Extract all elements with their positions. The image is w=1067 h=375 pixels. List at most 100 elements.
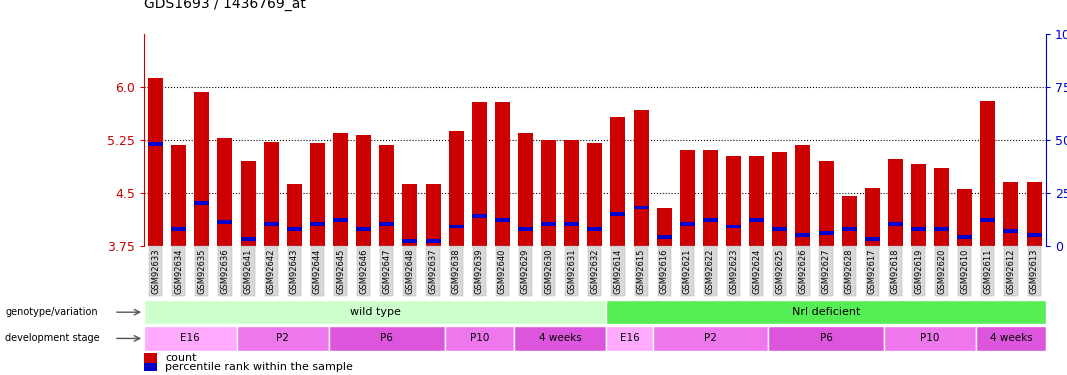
Text: GSM92643: GSM92643	[290, 248, 299, 294]
Text: GSM92628: GSM92628	[845, 248, 854, 294]
Bar	[934, 168, 950, 246]
Text: GSM92642: GSM92642	[267, 248, 275, 294]
Bar	[981, 218, 996, 222]
Text: GSM92639: GSM92639	[475, 248, 483, 294]
Text: GSM92625: GSM92625	[776, 248, 784, 294]
Text: GSM92644: GSM92644	[313, 248, 322, 294]
Text: GSM92611: GSM92611	[984, 248, 992, 294]
FancyBboxPatch shape	[606, 326, 653, 351]
Text: genotype/variation: genotype/variation	[5, 307, 98, 317]
Bar	[957, 189, 972, 246]
Text: P2: P2	[276, 333, 289, 344]
Bar	[888, 159, 903, 246]
Bar	[287, 184, 302, 246]
Text: GSM92640: GSM92640	[498, 248, 507, 294]
Bar	[749, 218, 764, 222]
Text: P2: P2	[704, 333, 717, 344]
Text: P6: P6	[380, 333, 394, 344]
Text: wild type: wild type	[350, 307, 401, 317]
Bar	[610, 117, 625, 246]
Bar	[656, 235, 672, 239]
Text: GSM92621: GSM92621	[683, 248, 691, 294]
Bar	[1026, 182, 1041, 246]
Bar	[171, 227, 187, 231]
Text: P6: P6	[819, 333, 832, 344]
Bar	[240, 161, 256, 246]
FancyBboxPatch shape	[144, 300, 606, 324]
Bar	[795, 233, 811, 237]
Text: GSM92633: GSM92633	[152, 248, 160, 294]
Bar	[426, 240, 441, 243]
Bar	[148, 142, 163, 146]
Text: percentile rank within the sample: percentile rank within the sample	[165, 363, 353, 372]
Bar	[634, 206, 649, 209]
Bar	[148, 78, 163, 246]
Text: development stage: development stage	[5, 333, 100, 344]
Bar	[240, 237, 256, 241]
Bar	[911, 227, 926, 231]
Bar	[957, 235, 972, 239]
Bar	[333, 218, 348, 222]
Text: GSM92632: GSM92632	[590, 248, 600, 294]
Bar	[1026, 233, 1041, 237]
Bar	[379, 222, 395, 226]
FancyBboxPatch shape	[329, 326, 445, 351]
Text: GSM92613: GSM92613	[1030, 248, 1038, 294]
Text: GSM92631: GSM92631	[568, 248, 576, 294]
Bar	[309, 222, 325, 226]
Bar	[541, 222, 556, 226]
Text: GSM92637: GSM92637	[429, 248, 437, 294]
Bar	[934, 227, 950, 231]
Text: GSM92619: GSM92619	[914, 248, 923, 294]
Bar	[726, 156, 742, 246]
Bar	[864, 188, 880, 246]
Text: E16: E16	[180, 333, 201, 344]
Bar	[356, 135, 371, 246]
Text: GSM92615: GSM92615	[637, 248, 646, 294]
Text: GSM92618: GSM92618	[891, 248, 899, 294]
Bar	[703, 218, 718, 222]
Bar	[610, 212, 625, 216]
Text: GSM92614: GSM92614	[614, 248, 622, 294]
Bar	[264, 142, 278, 246]
Text: GSM92620: GSM92620	[937, 248, 946, 294]
Bar	[864, 237, 880, 241]
Bar	[218, 138, 233, 246]
Bar	[144, 363, 158, 372]
Bar	[541, 140, 556, 246]
Bar	[1003, 182, 1019, 246]
Bar	[517, 133, 534, 246]
Bar	[309, 143, 325, 246]
Bar	[680, 222, 695, 226]
Text: GSM92634: GSM92634	[174, 248, 184, 294]
Text: GSM92636: GSM92636	[221, 248, 229, 294]
Bar	[194, 92, 209, 246]
Bar	[356, 227, 371, 231]
Text: GSM92623: GSM92623	[729, 248, 738, 294]
Bar	[472, 214, 487, 218]
Bar	[795, 146, 811, 246]
Bar	[680, 150, 695, 246]
Bar	[564, 140, 579, 246]
Text: GSM92645: GSM92645	[336, 248, 345, 294]
FancyBboxPatch shape	[144, 326, 237, 351]
Bar	[773, 227, 787, 231]
Text: GSM92647: GSM92647	[382, 248, 392, 294]
Bar	[218, 220, 233, 224]
Text: 4 weeks: 4 weeks	[989, 333, 1033, 344]
Bar	[517, 227, 534, 231]
Bar	[287, 227, 302, 231]
Text: GSM92610: GSM92610	[960, 248, 969, 294]
Bar	[495, 102, 510, 246]
Text: GSM92646: GSM92646	[360, 248, 368, 294]
Text: GSM92629: GSM92629	[521, 248, 530, 294]
Bar	[495, 218, 510, 222]
Text: GSM92635: GSM92635	[197, 248, 206, 294]
Bar	[981, 101, 996, 246]
Text: P10: P10	[469, 333, 489, 344]
Bar	[333, 133, 348, 246]
Bar	[402, 240, 417, 243]
FancyBboxPatch shape	[768, 326, 883, 351]
Text: GSM92617: GSM92617	[867, 248, 877, 294]
Text: GSM92624: GSM92624	[752, 248, 761, 294]
